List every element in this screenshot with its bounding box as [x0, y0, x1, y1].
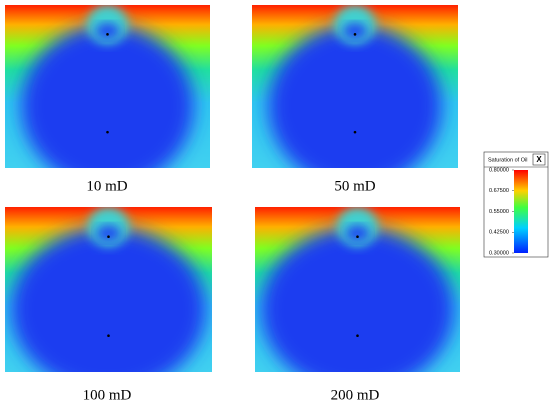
legend-title: Saturation of Oil: [488, 157, 527, 163]
heatmap: [252, 5, 458, 168]
panels: 10 mD 50 mD 100 mD 200 mD: [5, 5, 460, 403]
low-saturation-zone: [268, 24, 442, 168]
heatmap-panel: 50 mD: [252, 5, 458, 194]
heatmap: [5, 207, 212, 372]
notch-core: [96, 225, 121, 242]
close-label[interactable]: X: [536, 155, 542, 164]
notch-core: [95, 22, 120, 40]
well: [107, 235, 110, 238]
panel-caption: 100 mD: [83, 387, 132, 403]
panel-caption: 10 mD: [86, 178, 127, 194]
panel-caption: 50 mD: [334, 178, 375, 194]
colorbar-tick-label: 0.67500: [489, 188, 509, 194]
heatmap: [255, 207, 460, 372]
heatmap-panel: 10 mD: [5, 5, 210, 194]
well: [106, 33, 109, 36]
well: [356, 235, 359, 238]
low-saturation-zone: [11, 226, 206, 372]
low-saturation-zone: [21, 24, 194, 168]
notch-core: [345, 225, 370, 242]
panel-caption: 200 mD: [331, 387, 380, 403]
heatmap-panel: 100 mD: [5, 207, 212, 403]
heatmap-panel: 200 mD: [255, 207, 460, 403]
colorbar-tick-label: 0.42500: [489, 230, 509, 236]
heatmap: [5, 5, 210, 168]
well: [353, 33, 357, 36]
colorbar-tick-label: 0.80000: [489, 167, 509, 173]
well: [356, 334, 359, 338]
colorbar-tick-label: 0.55000: [489, 209, 509, 215]
notch-core: [342, 22, 368, 40]
close-button[interactable]: [532, 153, 546, 166]
well: [107, 334, 110, 338]
well: [353, 130, 357, 134]
low-saturation-zone: [261, 226, 454, 372]
well: [106, 130, 109, 134]
colorbar: [514, 170, 528, 253]
legend: Saturation of Oil X: [483, 151, 549, 258]
colorbar-tick-label: 0.30000: [489, 250, 509, 256]
